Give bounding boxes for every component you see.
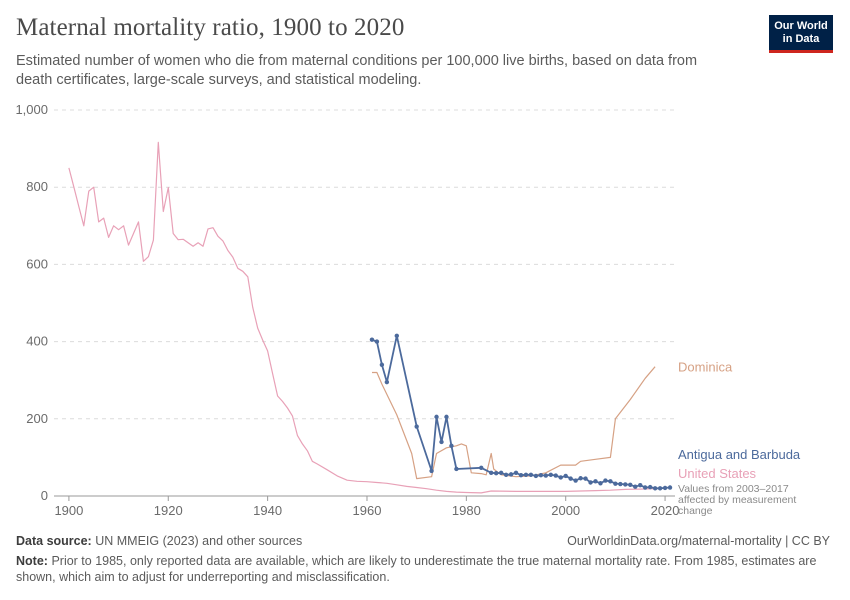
data-point (543, 473, 549, 478)
data-point (394, 333, 399, 339)
data-point (508, 472, 514, 477)
note-label: Note: (16, 554, 48, 568)
data-point (618, 481, 623, 487)
line-chart: 0 200 400 600 800 1,000 1900 1920 1940 1960 1980 20… (15, 102, 801, 518)
x-tick-label: 1940 (253, 503, 282, 518)
data-point (528, 472, 534, 477)
data-point (667, 485, 673, 490)
annotation-text: change (678, 505, 713, 517)
logo-line-1: Our World (774, 20, 828, 32)
data-point (657, 486, 663, 491)
note-text: Prior to 1985, only reported data are av… (16, 554, 817, 584)
data-point (588, 480, 593, 485)
x-tick-label: 1900 (54, 503, 83, 518)
data-point (638, 482, 643, 488)
series-label: Antigua and Barbuda (678, 447, 801, 462)
data-point (369, 337, 375, 342)
source-label: Data source: (16, 534, 92, 548)
x-tick-label: 2000 (551, 503, 580, 518)
data-point (498, 470, 504, 476)
data-point (434, 414, 439, 420)
x-tick-label: 1920 (154, 503, 183, 518)
data-point (548, 472, 553, 477)
data-point (444, 414, 449, 420)
x-tick-label: 1980 (452, 503, 481, 518)
y-tick-label: 1,000 (15, 102, 48, 117)
series-line-dominica (372, 366, 656, 480)
data-point (583, 476, 588, 481)
owid-logo[interactable]: Our World in Data (769, 15, 833, 53)
data-point (563, 473, 568, 479)
data-point (479, 465, 484, 471)
series-label: Dominica (678, 360, 733, 375)
chart-subtitle: Estimated number of women who die from m… (16, 53, 698, 88)
annotation-text: Values from 2003–2017 (678, 483, 789, 495)
y-tick-label: 400 (26, 334, 48, 349)
series-line-antigua-and-barbuda (371, 334, 671, 490)
data-point (558, 475, 563, 480)
data-point (374, 339, 380, 344)
y-tick-label: 200 (26, 411, 48, 426)
data-source: Data source: UN MMEIG (2023) and other s… (16, 534, 302, 548)
chart-title: Maternal mortality ratio, 1900 to 2020 (16, 14, 405, 41)
x-tick-label: 2020 (651, 503, 680, 518)
data-point (652, 486, 658, 491)
data-point (379, 362, 385, 367)
data-point (488, 470, 494, 476)
data-point (647, 484, 653, 490)
logo-line-2: in Data (782, 33, 820, 45)
data-point (429, 468, 434, 474)
data-point (523, 472, 529, 477)
data-point (593, 479, 598, 484)
data-point (568, 476, 573, 481)
data-point (603, 478, 608, 483)
data-point (513, 470, 519, 476)
data-point (613, 481, 618, 486)
y-tick-label: 800 (26, 179, 48, 194)
data-point (518, 472, 524, 478)
chart-note: Note: Prior to 1985, only reported data … (16, 553, 831, 585)
data-point (642, 485, 648, 490)
data-point (628, 482, 633, 488)
series-line-united-states (68, 141, 666, 494)
series-label: United States (678, 466, 757, 481)
data-point (503, 472, 509, 477)
data-point (533, 473, 539, 479)
annotation-text: affected by measurement (678, 494, 796, 506)
source-url-link[interactable]: OurWorldinData.org/maternal-mortality | … (567, 534, 830, 548)
data-point (384, 379, 390, 385)
data-point (573, 478, 578, 483)
source-text: UN MMEIG (2023) and other sources (95, 534, 303, 548)
data-point (439, 439, 444, 445)
data-point (538, 472, 544, 478)
data-point (662, 485, 668, 491)
data-point (414, 424, 419, 429)
data-point (608, 479, 613, 484)
data-point (578, 476, 583, 481)
data-point (454, 466, 459, 472)
data-point (493, 471, 499, 476)
data-point (633, 484, 638, 489)
data-point (449, 443, 454, 449)
y-tick-label: 600 (26, 256, 48, 271)
data-point (553, 473, 558, 478)
data-point (623, 482, 628, 487)
y-tick-label: 0 (41, 488, 48, 503)
data-point (598, 481, 603, 486)
x-tick-label: 1960 (353, 503, 382, 518)
